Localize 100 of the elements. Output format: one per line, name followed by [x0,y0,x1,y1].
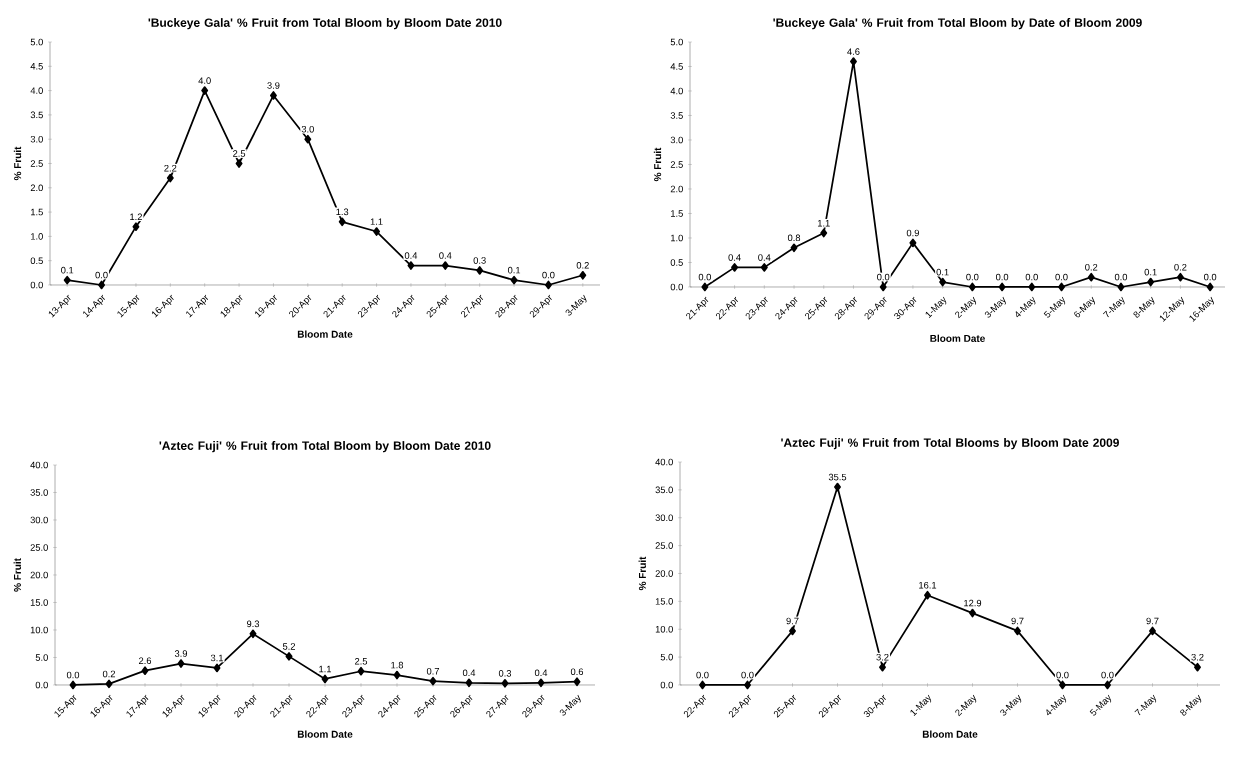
y-tick-label: 1.5 [671,210,683,217]
data-label: 0.0 [1055,273,1068,281]
point [429,676,437,686]
point [132,222,140,232]
data-label: 0.0 [1056,671,1069,679]
chart-title: 'Aztec Fuji' % Fruit from Total Blooms by Bloom Date 2009 [781,438,1119,450]
chart-title: 'Buckeye Gala' % Fruit from Total Bloom by Bloom Date 2010 [148,18,502,30]
data-label: 0.0 [1101,671,1114,679]
data-label: 0.4 [758,254,771,261]
point [1104,680,1111,690]
point [407,261,415,270]
data-label: 0.0 [698,273,711,281]
data-label: 2.5 [233,150,246,157]
y-tick-label: 1.0 [31,233,43,240]
data-label: 0.0 [995,273,1009,281]
data-label: 0.0 [1025,273,1038,281]
data-label: 0.3 [498,670,512,677]
point [879,662,886,672]
y-tick-label: 3.0 [670,136,683,144]
y-tick-label: 20.0 [655,570,673,577]
y-tick-label: 0.5 [30,257,43,264]
y-tick-label: 0.0 [35,681,48,689]
y-tick-label: 25.0 [30,544,48,551]
point [850,57,857,66]
point [1059,680,1066,690]
data-label: 4.0 [198,77,211,84]
y-tick-label: 15.0 [655,598,673,605]
y-tick-label: 3.5 [30,111,43,119]
point [998,282,1006,292]
y-tick-label: 40.0 [30,461,48,469]
y-tick-label: 4.0 [30,87,43,94]
point [701,282,709,292]
data-label: 1.3 [336,208,349,216]
point [939,277,947,287]
data-label: 0.4 [404,252,418,259]
point [235,159,243,168]
chart-title: 'Buckeye Gala' % Fruit from Total Bloom by Date of Bloom 2009 [773,18,1142,30]
data-label: 12.9 [964,599,982,607]
data-label: 0.4 [439,252,452,259]
y-tick-label: 4.5 [30,63,43,70]
y-axis-title: % Fruit [653,147,662,182]
point [879,282,887,292]
data-label: 0.0 [696,671,709,679]
point [249,629,257,639]
point [834,482,841,492]
point [285,652,293,661]
y-tick-label: 0.0 [30,281,43,289]
y-tick-label: 1.5 [31,208,43,216]
point [760,263,768,272]
y-tick-label: 5.0 [660,653,673,661]
y-tick-label: 3.0 [30,135,43,143]
y-tick-label: 1.0 [671,234,683,242]
data-label: 2.5 [354,657,368,665]
y-tick-label: 20.0 [30,571,48,579]
data-label: 0.4 [728,254,741,261]
point [731,263,739,272]
x-axis-title: Bloom Date [297,730,353,738]
y-axis-title: % Fruit [638,556,646,591]
data-label: 0.0 [741,671,754,679]
data-label: 35.5 [828,473,847,481]
data-label: 1.2 [130,213,142,220]
point [789,626,796,636]
point [1206,282,1214,292]
point [201,86,209,95]
point [544,280,552,290]
point [441,261,449,270]
data-label: 0.8 [787,234,801,242]
point [579,270,587,280]
y-tick-label: 5.0 [670,38,683,46]
data-label: 0.4 [534,669,548,677]
y-tick-label: 2.5 [30,160,43,167]
data-label: 1.1 [370,218,383,225]
data-label: 0.3 [473,257,486,264]
point [177,659,185,668]
x-axis-title: Bloom Date [922,730,978,738]
data-label: 3.0 [301,125,314,133]
y-tick-label: 3.5 [670,112,683,119]
data-label: 1.1 [319,665,332,673]
data-label: 0.0 [1204,273,1217,281]
point [699,680,706,690]
y-tick-label: 0.0 [670,283,683,291]
point [465,678,473,688]
point [510,275,518,285]
y-tick-label: 35.0 [30,489,48,496]
point [1058,282,1065,292]
data-label: 9.7 [1146,617,1159,625]
point [105,679,113,689]
point [1117,282,1125,292]
y-tick-label: 40.0 [655,458,673,466]
y-tick-label: 4.5 [670,63,683,70]
data-label: 3.2 [876,653,889,661]
point [476,266,484,275]
y-tick-label: 0.0 [660,681,673,689]
point [1194,662,1201,672]
point [909,238,917,248]
point [968,282,976,292]
y-tick-label: 4.0 [670,87,683,95]
point [1147,277,1155,287]
y-tick-label: 35.0 [655,486,673,494]
data-label: 1.8 [391,661,404,669]
